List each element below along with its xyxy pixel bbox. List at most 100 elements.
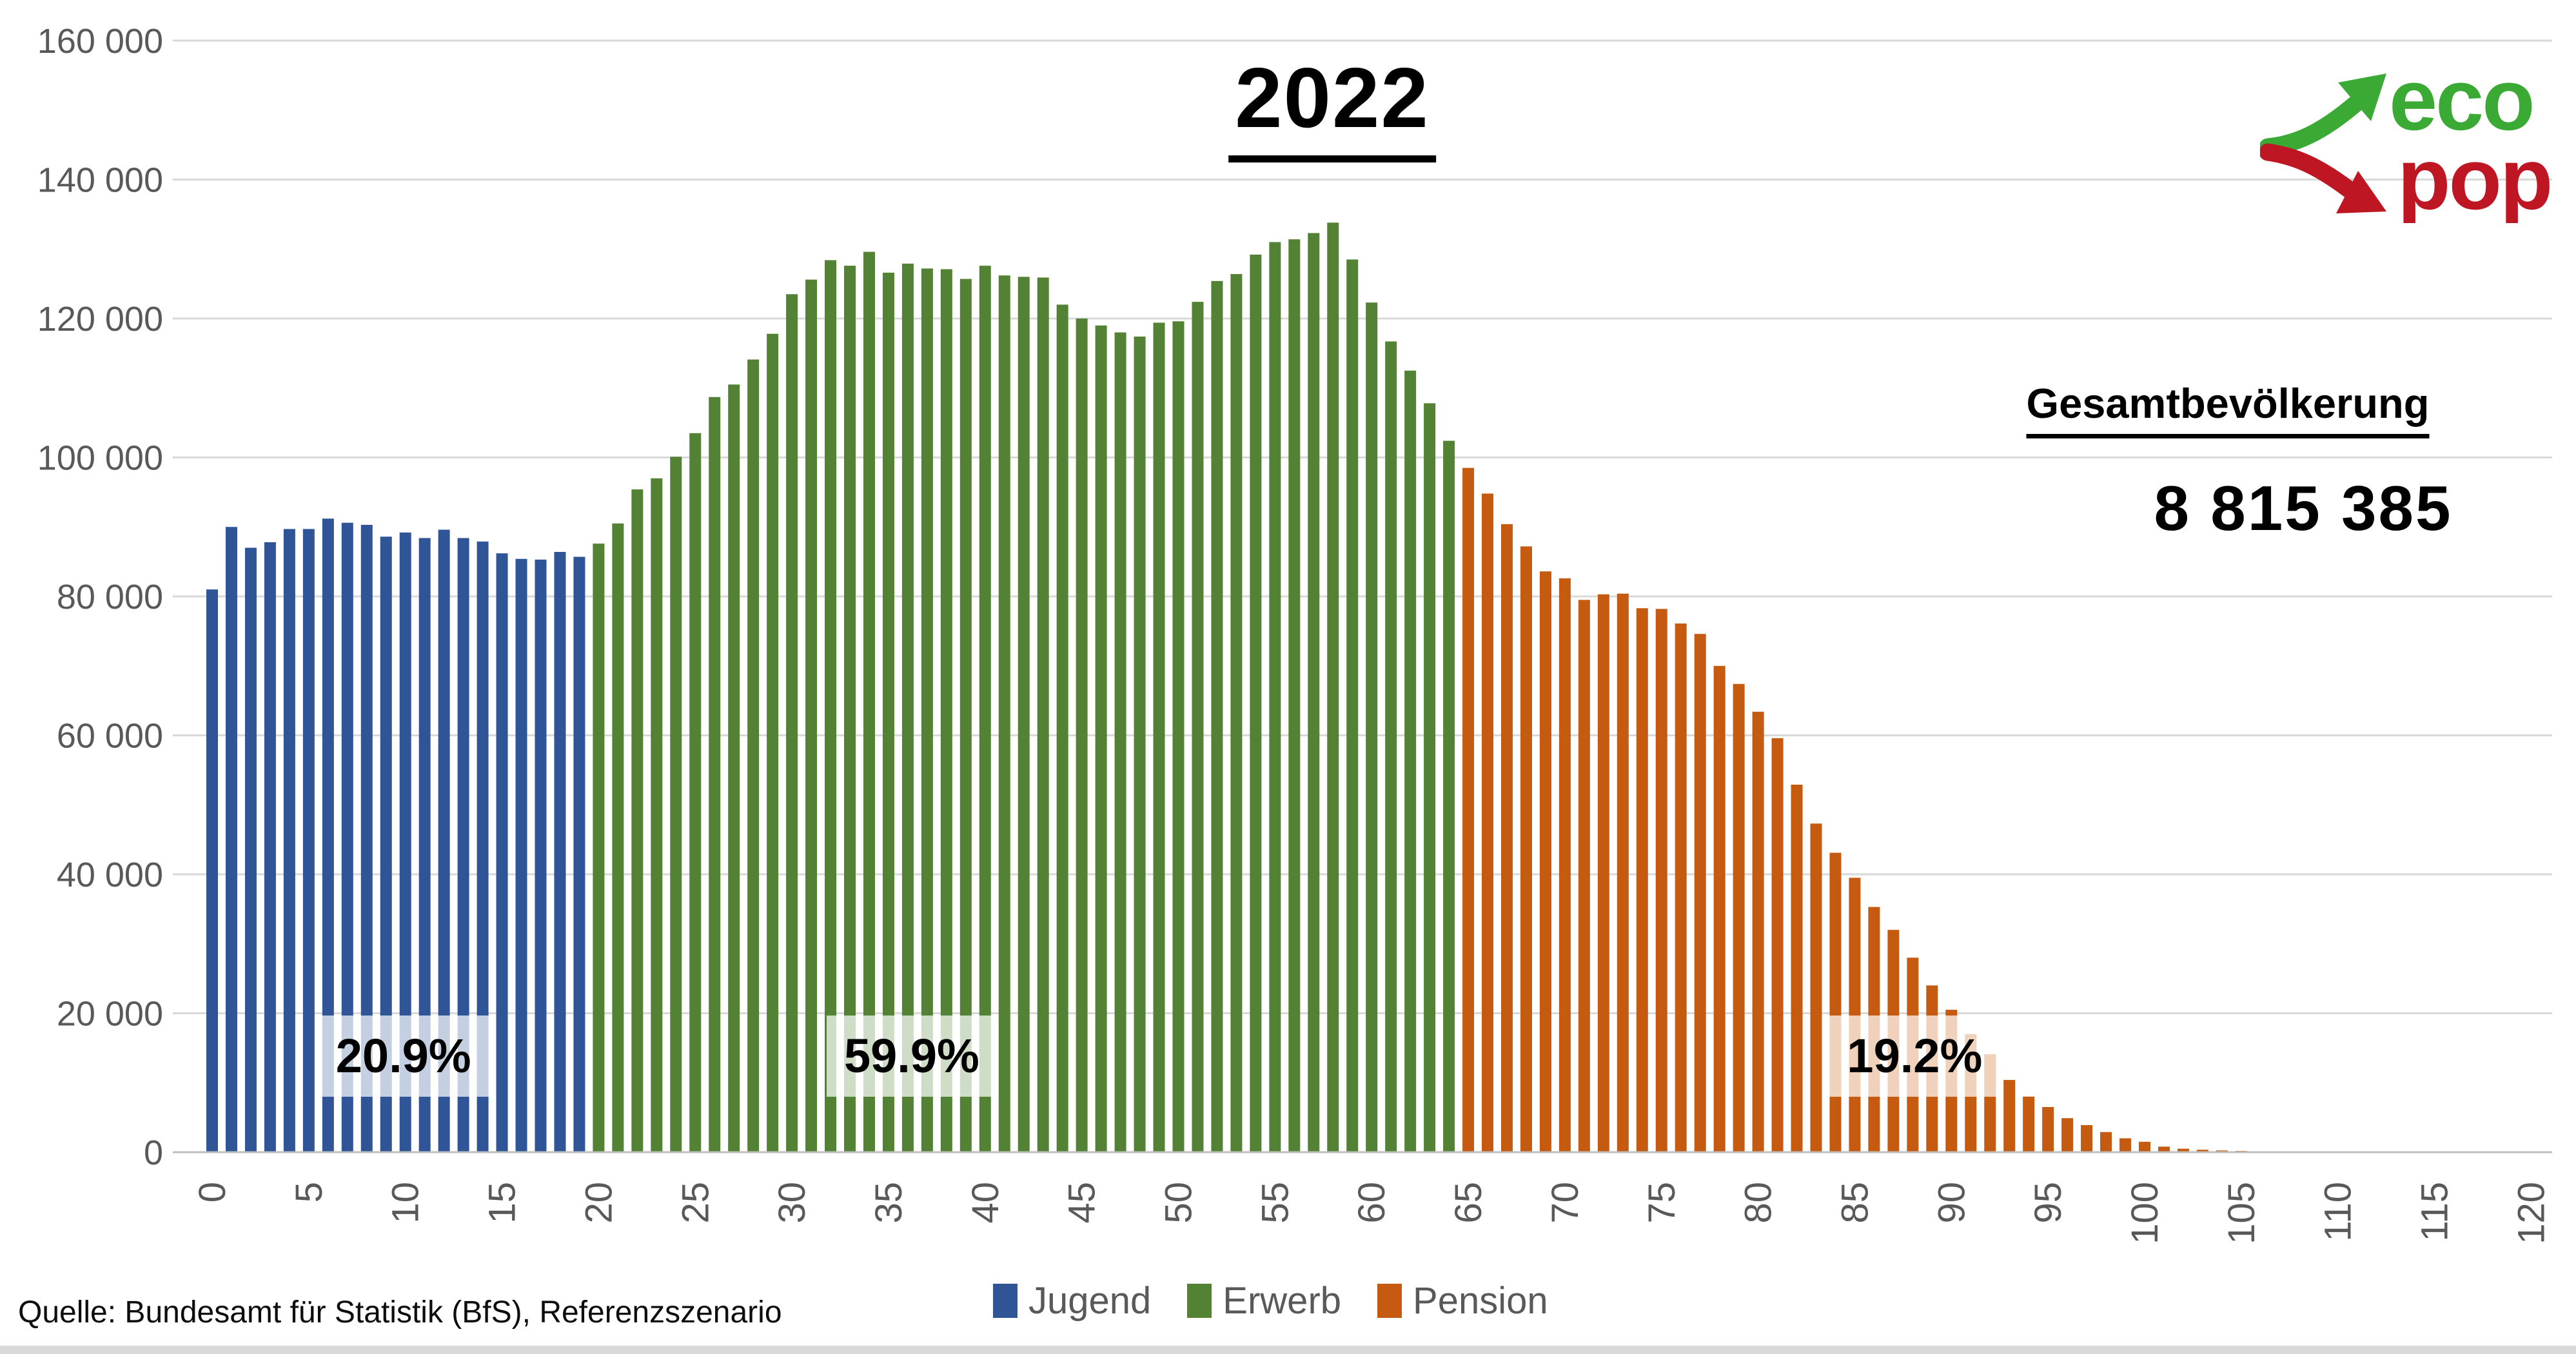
bar-age-6	[322, 518, 334, 1152]
bar-age-97	[2081, 1124, 2093, 1152]
bar-age-77	[1694, 634, 1706, 1152]
x-tick-label-30: 30	[771, 1182, 813, 1224]
legend-item-pension: Pension	[1377, 1279, 1548, 1322]
bar-age-19	[573, 556, 585, 1152]
x-tick-label-20: 20	[578, 1182, 620, 1224]
bar-age-43	[1037, 277, 1049, 1152]
bar-age-102	[2177, 1148, 2189, 1152]
x-tick-label-50: 50	[1158, 1182, 1200, 1224]
bar-age-11	[418, 538, 431, 1152]
bar-age-13	[457, 538, 469, 1152]
x-tick-label-65: 65	[1448, 1182, 1490, 1224]
bar-age-32	[825, 260, 837, 1152]
bar-age-22	[631, 489, 644, 1153]
chart-title: 2022	[1228, 49, 1436, 162]
y-tick-label-6: 120 000	[37, 300, 163, 338]
bar-age-59	[1346, 259, 1359, 1153]
bar-age-79	[1733, 683, 1745, 1152]
x-tick-label-40: 40	[965, 1182, 1007, 1224]
bar-age-9	[380, 536, 392, 1152]
bar-age-12	[438, 529, 450, 1152]
y-tick-label-1: 20 000	[57, 995, 163, 1034]
source-note: Quelle: Bundesamt für Statistik (BfS), R…	[18, 1295, 782, 1329]
bar-age-10	[399, 532, 411, 1152]
bar-age-40	[979, 266, 991, 1152]
bar-age-81	[1771, 738, 1784, 1152]
bar-age-37	[921, 268, 933, 1152]
ecopop-logo: eco pop	[2259, 43, 2557, 228]
bar-age-68	[1520, 546, 1532, 1152]
bar-age-33	[844, 266, 856, 1152]
bar-age-36	[901, 263, 914, 1153]
bar-age-78	[1713, 665, 1726, 1152]
bar-age-101	[2158, 1146, 2170, 1152]
bar-age-60	[1366, 302, 1378, 1152]
bar-age-41	[998, 275, 1010, 1152]
y-tick-label-3: 60 000	[57, 717, 163, 756]
bar-age-18	[554, 552, 566, 1152]
bar-age-76	[1675, 623, 1687, 1152]
bar-age-67	[1500, 524, 1513, 1152]
bar-age-42	[1018, 277, 1030, 1153]
bar-age-30	[786, 294, 798, 1153]
bar-age-100	[2139, 1141, 2150, 1152]
x-tick-label-45: 45	[1061, 1182, 1103, 1224]
bar-age-14	[477, 541, 489, 1152]
bar-age-34	[863, 251, 875, 1152]
bar-age-99	[2119, 1138, 2132, 1152]
bar-age-84	[1829, 852, 1842, 1152]
bar-age-48	[1134, 337, 1146, 1152]
x-tick-label-35: 35	[868, 1182, 910, 1224]
bar-age-4	[283, 529, 295, 1152]
bar-age-39	[959, 279, 972, 1152]
erwerb-color-swatch	[1187, 1284, 1212, 1318]
bar-age-38	[940, 269, 952, 1152]
bar-age-82	[1791, 785, 1803, 1152]
y-tick-label-5: 100 000	[37, 439, 163, 478]
y-tick-label-0: 0	[144, 1133, 163, 1172]
y-tick-label-4: 80 000	[57, 578, 163, 616]
x-tick-label-0: 0	[192, 1182, 233, 1202]
logo-down-arrow-head	[2336, 171, 2386, 213]
bar-age-27	[728, 384, 740, 1152]
bar-age-26	[709, 397, 721, 1152]
bar-age-3	[264, 542, 276, 1152]
x-tick-label-55: 55	[1254, 1182, 1296, 1224]
bar-age-29	[767, 333, 779, 1152]
bar-age-35	[882, 272, 894, 1152]
bar-age-63	[1424, 403, 1436, 1152]
legend-label-jugend: Jugend	[1028, 1280, 1152, 1322]
bar-age-2	[244, 547, 257, 1152]
bar-age-55	[1269, 242, 1281, 1153]
bar-age-28	[747, 359, 760, 1152]
logo-word-pop: pop	[2397, 130, 2551, 223]
bar-age-96	[2061, 1118, 2074, 1152]
bar-age-73	[1617, 593, 1629, 1152]
bar-age-95	[2042, 1106, 2054, 1152]
legend-item-erwerb: Erwerb	[1187, 1279, 1341, 1322]
x-tick-label-75: 75	[1641, 1182, 1683, 1224]
logo-up-arrow-head	[2338, 74, 2386, 121]
legend-item-jugend: Jugend	[993, 1279, 1151, 1322]
bar-age-54	[1250, 254, 1262, 1152]
bar-age-66	[1482, 493, 1494, 1152]
bar-age-69	[1539, 571, 1551, 1152]
bar-age-61	[1385, 341, 1397, 1152]
bar-age-24	[670, 456, 682, 1152]
bar-age-49	[1153, 322, 1165, 1153]
x-tick-label-120: 120	[2510, 1182, 2552, 1244]
bar-age-62	[1404, 370, 1417, 1152]
bar-age-5	[302, 529, 315, 1152]
bar-age-45	[1076, 319, 1088, 1152]
x-tick-label-15: 15	[482, 1182, 524, 1224]
bar-age-7	[341, 522, 353, 1152]
logo-word-eco: eco	[2389, 51, 2533, 148]
bar-age-57	[1308, 233, 1320, 1152]
bar-age-80	[1752, 711, 1764, 1152]
x-tick-label-10: 10	[385, 1182, 427, 1224]
bar-age-25	[689, 433, 702, 1152]
bar-age-56	[1288, 239, 1301, 1152]
share-label-erwerb: 59.9%	[826, 1016, 997, 1097]
bar-age-70	[1558, 578, 1571, 1152]
